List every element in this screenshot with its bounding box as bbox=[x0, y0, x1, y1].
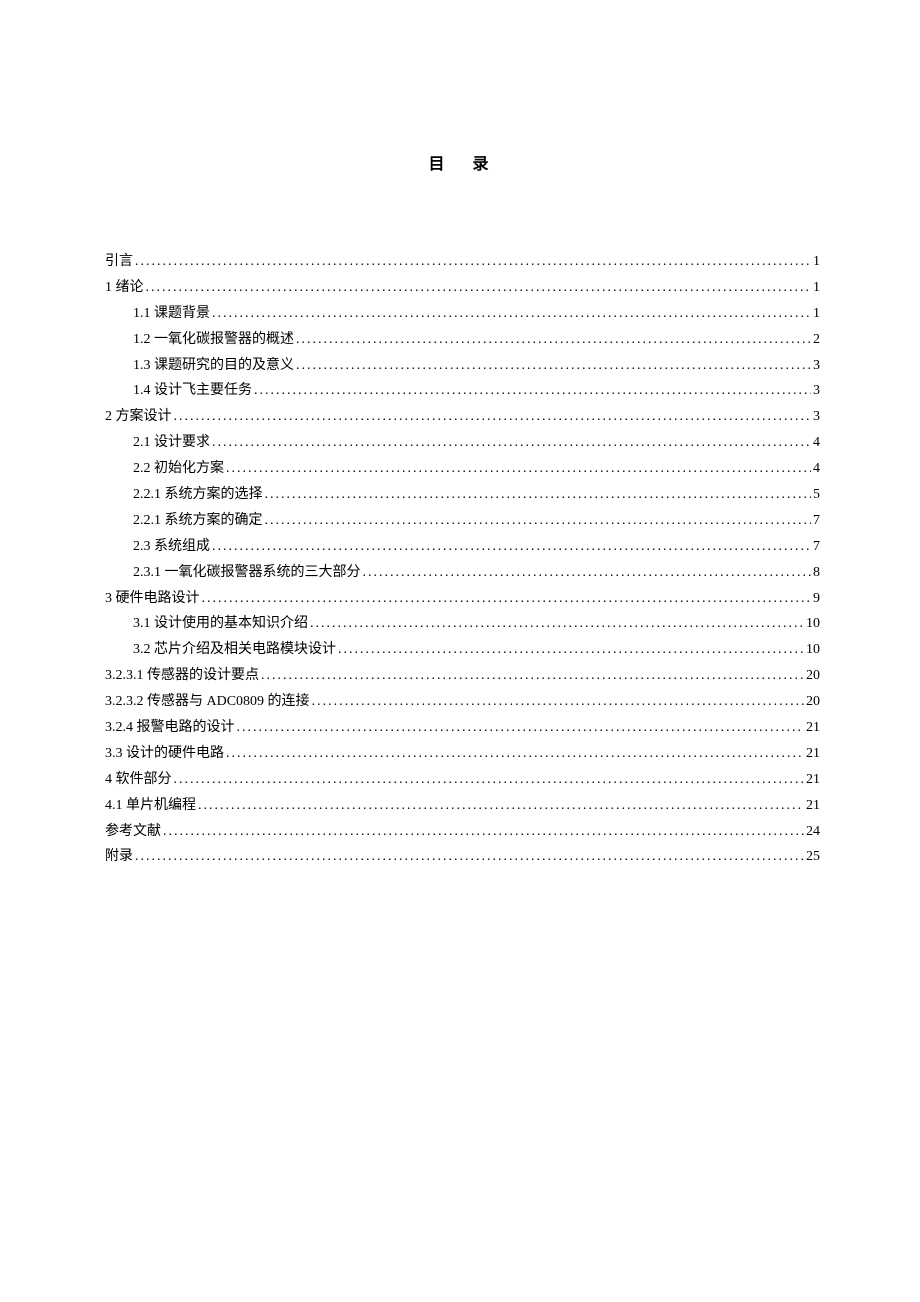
toc-leader-dots bbox=[146, 275, 812, 301]
toc-entry-label: 1.2 一氧化碳报警器的概述 bbox=[133, 327, 294, 353]
toc-leader-dots bbox=[254, 378, 811, 404]
toc-entry-label: 4.1 单片机编程 bbox=[105, 793, 196, 819]
toc-leader-dots bbox=[226, 456, 811, 482]
toc-entry-label: 3.3 设计的硬件电路 bbox=[105, 741, 224, 767]
toc-entry: 3.2.4 报警电路的设计 21 bbox=[105, 715, 820, 741]
toc-entry-page: 4 bbox=[813, 456, 820, 482]
toc-entry: 2.2.1 系统方案的确定 7 bbox=[105, 508, 820, 534]
toc-entry: 2.3.1 一氧化碳报警器系统的三大部分 8 bbox=[105, 560, 820, 586]
toc-entry-label: 2.1 设计要求 bbox=[133, 430, 210, 456]
toc-entry-page: 1 bbox=[813, 249, 820, 275]
toc-leader-dots bbox=[226, 741, 804, 767]
toc-entry-label: 4 软件部分 bbox=[105, 767, 172, 793]
toc-leader-dots bbox=[338, 637, 804, 663]
toc-entry: 3.2 芯片介绍及相关电路模块设计 10 bbox=[105, 637, 820, 663]
toc-entry-page: 10 bbox=[806, 637, 820, 663]
toc-entry-label: 1.3 课题研究的目的及意义 bbox=[133, 353, 294, 379]
toc-leader-dots bbox=[212, 430, 811, 456]
toc-entry-label: 3.2.3.1 传感器的设计要点 bbox=[105, 663, 259, 689]
toc-leader-dots bbox=[296, 327, 811, 353]
toc-entry-page: 21 bbox=[806, 715, 820, 741]
toc-entry: 3.2.3.2 传感器与 ADC0809 的连接 20 bbox=[105, 689, 820, 715]
toc-entry: 2.1 设计要求 4 bbox=[105, 430, 820, 456]
toc-entry-label: 3.1 设计使用的基本知识介绍 bbox=[133, 611, 308, 637]
toc-entry-page: 20 bbox=[806, 663, 820, 689]
toc-entry-page: 9 bbox=[813, 586, 820, 612]
toc-entry-page: 3 bbox=[813, 378, 820, 404]
toc-entry: 附录 25 bbox=[105, 844, 820, 870]
toc-leader-dots bbox=[212, 301, 811, 327]
toc-entry-page: 2 bbox=[813, 327, 820, 353]
toc-entry-page: 8 bbox=[813, 560, 820, 586]
toc-entry: 1.1 课题背景 1 bbox=[105, 301, 820, 327]
toc-leader-dots bbox=[163, 819, 804, 845]
toc-leader-dots bbox=[265, 482, 812, 508]
toc-entry-label: 2.2.1 系统方案的选择 bbox=[133, 482, 263, 508]
toc-entry-label: 3.2.3.2 传感器与 ADC0809 的连接 bbox=[105, 689, 310, 715]
toc-entry-label: 2.3 系统组成 bbox=[133, 534, 210, 560]
toc-entry-page: 24 bbox=[806, 819, 820, 845]
toc-leader-dots bbox=[312, 689, 804, 715]
toc-entry-label: 2 方案设计 bbox=[105, 404, 172, 430]
toc-entry: 3 硬件电路设计 9 bbox=[105, 586, 820, 612]
toc-entry: 4 软件部分 21 bbox=[105, 767, 820, 793]
toc-entry: 2.2 初始化方案 4 bbox=[105, 456, 820, 482]
toc-entry-page: 21 bbox=[806, 793, 820, 819]
toc-entry-page: 21 bbox=[806, 767, 820, 793]
toc-leader-dots bbox=[198, 793, 804, 819]
document-page: 目录 引言 11 绪论 11.1 课题背景 11.2 一氧化碳报警器的概述 21… bbox=[0, 0, 920, 870]
toc-entry: 1 绪论 1 bbox=[105, 275, 820, 301]
toc-leader-dots bbox=[237, 715, 805, 741]
toc-entry: 1.3 课题研究的目的及意义 3 bbox=[105, 353, 820, 379]
toc-entry-label: 参考文献 bbox=[105, 819, 161, 845]
toc-entry: 3.1 设计使用的基本知识介绍 10 bbox=[105, 611, 820, 637]
toc-entry-label: 2.2.1 系统方案的确定 bbox=[133, 508, 263, 534]
toc-entry-label: 引言 bbox=[105, 249, 133, 275]
toc-entry-page: 1 bbox=[813, 275, 820, 301]
table-of-contents: 引言 11 绪论 11.1 课题背景 11.2 一氧化碳报警器的概述 21.3 … bbox=[105, 249, 820, 870]
toc-entry-label: 3.2.4 报警电路的设计 bbox=[105, 715, 235, 741]
toc-entry: 1.4 设计飞主要任务 3 bbox=[105, 378, 820, 404]
toc-entry-page: 10 bbox=[806, 611, 820, 637]
toc-leader-dots bbox=[310, 611, 804, 637]
toc-entry-label: 1 绪论 bbox=[105, 275, 144, 301]
toc-entry-page: 4 bbox=[813, 430, 820, 456]
toc-entry-page: 1 bbox=[813, 301, 820, 327]
toc-entry-page: 5 bbox=[813, 482, 820, 508]
toc-entry-page: 3 bbox=[813, 353, 820, 379]
toc-entry-page: 3 bbox=[813, 404, 820, 430]
toc-leader-dots bbox=[135, 844, 804, 870]
toc-entry: 2 方案设计 3 bbox=[105, 404, 820, 430]
toc-entry-label: 1.1 课题背景 bbox=[133, 301, 210, 327]
toc-entry-page: 7 bbox=[813, 508, 820, 534]
toc-entry: 1.2 一氧化碳报警器的概述 2 bbox=[105, 327, 820, 353]
toc-entry-page: 20 bbox=[806, 689, 820, 715]
toc-entry-label: 1.4 设计飞主要任务 bbox=[133, 378, 252, 404]
toc-leader-dots bbox=[363, 560, 812, 586]
toc-leader-dots bbox=[296, 353, 811, 379]
toc-title: 目录 bbox=[125, 150, 820, 174]
toc-entry: 3.2.3.1 传感器的设计要点 20 bbox=[105, 663, 820, 689]
toc-entry-label: 3.2 芯片介绍及相关电路模块设计 bbox=[133, 637, 336, 663]
toc-entry: 2.2.1 系统方案的选择 5 bbox=[105, 482, 820, 508]
toc-leader-dots bbox=[135, 249, 811, 275]
toc-leader-dots bbox=[265, 508, 812, 534]
toc-leader-dots bbox=[174, 404, 812, 430]
toc-entry-page: 7 bbox=[813, 534, 820, 560]
toc-entry-label: 附录 bbox=[105, 844, 133, 870]
toc-leader-dots bbox=[174, 767, 805, 793]
toc-entry-label: 3 硬件电路设计 bbox=[105, 586, 200, 612]
toc-leader-dots bbox=[212, 534, 811, 560]
toc-entry-page: 25 bbox=[806, 844, 820, 870]
toc-leader-dots bbox=[261, 663, 804, 689]
toc-entry-label: 2.2 初始化方案 bbox=[133, 456, 224, 482]
toc-entry: 2.3 系统组成 7 bbox=[105, 534, 820, 560]
toc-entry: 引言 1 bbox=[105, 249, 820, 275]
toc-entry: 参考文献 24 bbox=[105, 819, 820, 845]
toc-entry-label: 2.3.1 一氧化碳报警器系统的三大部分 bbox=[133, 560, 361, 586]
toc-entry: 3.3 设计的硬件电路 21 bbox=[105, 741, 820, 767]
toc-entry: 4.1 单片机编程 21 bbox=[105, 793, 820, 819]
toc-entry-page: 21 bbox=[806, 741, 820, 767]
toc-leader-dots bbox=[202, 586, 812, 612]
